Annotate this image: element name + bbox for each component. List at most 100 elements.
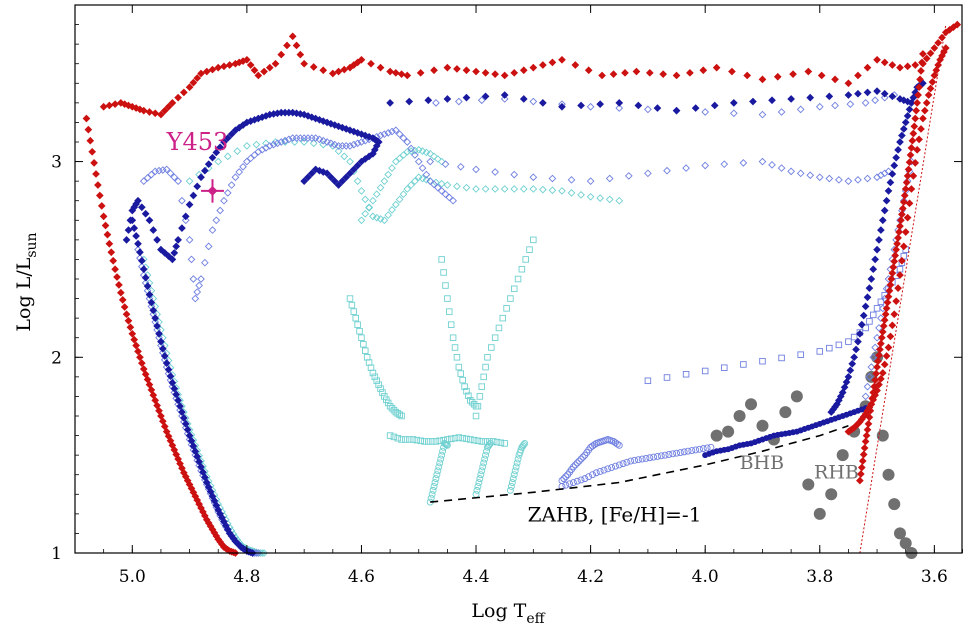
diamond-point [796,169,805,178]
diamond-point [208,153,217,162]
diamond-point [101,221,110,230]
circle-point [428,490,436,498]
diamond-point [193,182,202,191]
diamond-point [94,181,102,189]
x-axis-ticks: 5.0 4.8 4.6 4.4 4.2 4.0 3.8 3.6 [74,5,963,587]
square-point [493,438,501,446]
diamond-point [395,195,404,204]
diamond-point [349,127,358,136]
diamond-point [334,147,343,155]
diamond-point [202,67,211,76]
diamond-point [905,199,914,208]
square-point [449,334,457,341]
diamond-point [869,265,878,274]
diamond-point [243,55,251,64]
diamond-point [265,63,274,72]
square-point [877,298,885,306]
circle-point [756,419,769,432]
diamond-point [777,164,786,172]
square-point [384,399,392,407]
diamond-point [187,255,196,264]
diamond-point [187,436,196,445]
circle-point [802,478,815,491]
diamond-point [342,173,351,182]
diamond-point [153,322,161,330]
diamond-point [170,173,179,182]
diamond-point [884,343,893,352]
square-point [470,401,478,408]
diamond-point [491,70,499,78]
square-point [386,432,394,439]
diamond-point [529,173,538,182]
diamond-point [605,174,614,183]
square-point [482,363,489,371]
diamond-point [340,65,349,74]
circle-point [485,441,493,449]
diamond-point [164,102,173,111]
diamond-point [227,130,236,139]
diamond-point [90,159,98,167]
diamond-point [844,177,853,185]
circle-point [692,446,700,454]
diamond-point [899,242,908,251]
circle-point [431,479,439,486]
diamond-point [817,71,826,80]
square-point [866,318,873,325]
square-point [455,363,463,371]
diamond-point [311,134,320,142]
diamond-point [888,321,897,330]
diamond-point [130,224,139,232]
diamond-point [126,216,135,225]
diamond-point [863,63,872,72]
diamond-point [97,202,106,210]
diamond-point [141,370,150,379]
x-axis-label: Log Teff [471,600,545,627]
diamond-point [357,55,366,64]
diamond-point [143,174,152,182]
diamond-point [416,69,425,77]
square-point [405,436,413,443]
square-point [701,367,709,375]
diamond-point [804,67,813,76]
diamond-point [584,66,593,75]
circle-point [836,449,849,462]
diamond-point [472,185,480,193]
diamond-point [99,102,108,111]
circle-point [650,453,658,461]
square-point [432,438,440,445]
diamond-point [914,91,922,99]
diamond-point [539,185,547,194]
diamond-point [844,91,853,99]
diamond-point [250,151,259,159]
diamond-point [346,157,354,166]
diamond-point [500,71,509,80]
diamond-point [181,212,190,221]
square-point [474,402,482,410]
diamond-point [151,109,160,118]
circle-point [673,449,680,457]
square-point [379,389,386,396]
diamond-point [443,181,452,189]
diamond-point [911,159,920,167]
square-point [478,438,486,445]
diamond-point [758,157,767,166]
diamond-point [223,152,232,161]
y453-marker [207,185,218,196]
diamond-point [548,174,557,183]
square-point [373,377,380,385]
diamond-point [910,122,919,131]
diamond-point [624,172,633,180]
diamond-point [924,91,933,99]
square-point [394,434,401,442]
square-point [447,435,455,443]
diamond-point [153,236,161,244]
square-point [869,311,877,319]
diamond-point [888,269,897,277]
diamond-point [136,105,144,114]
square-point [682,370,690,378]
diamond-point [243,157,251,166]
diamond-point [908,136,917,145]
circle-point [680,448,688,456]
diamond-point [768,96,776,105]
diamond-point [138,256,146,265]
